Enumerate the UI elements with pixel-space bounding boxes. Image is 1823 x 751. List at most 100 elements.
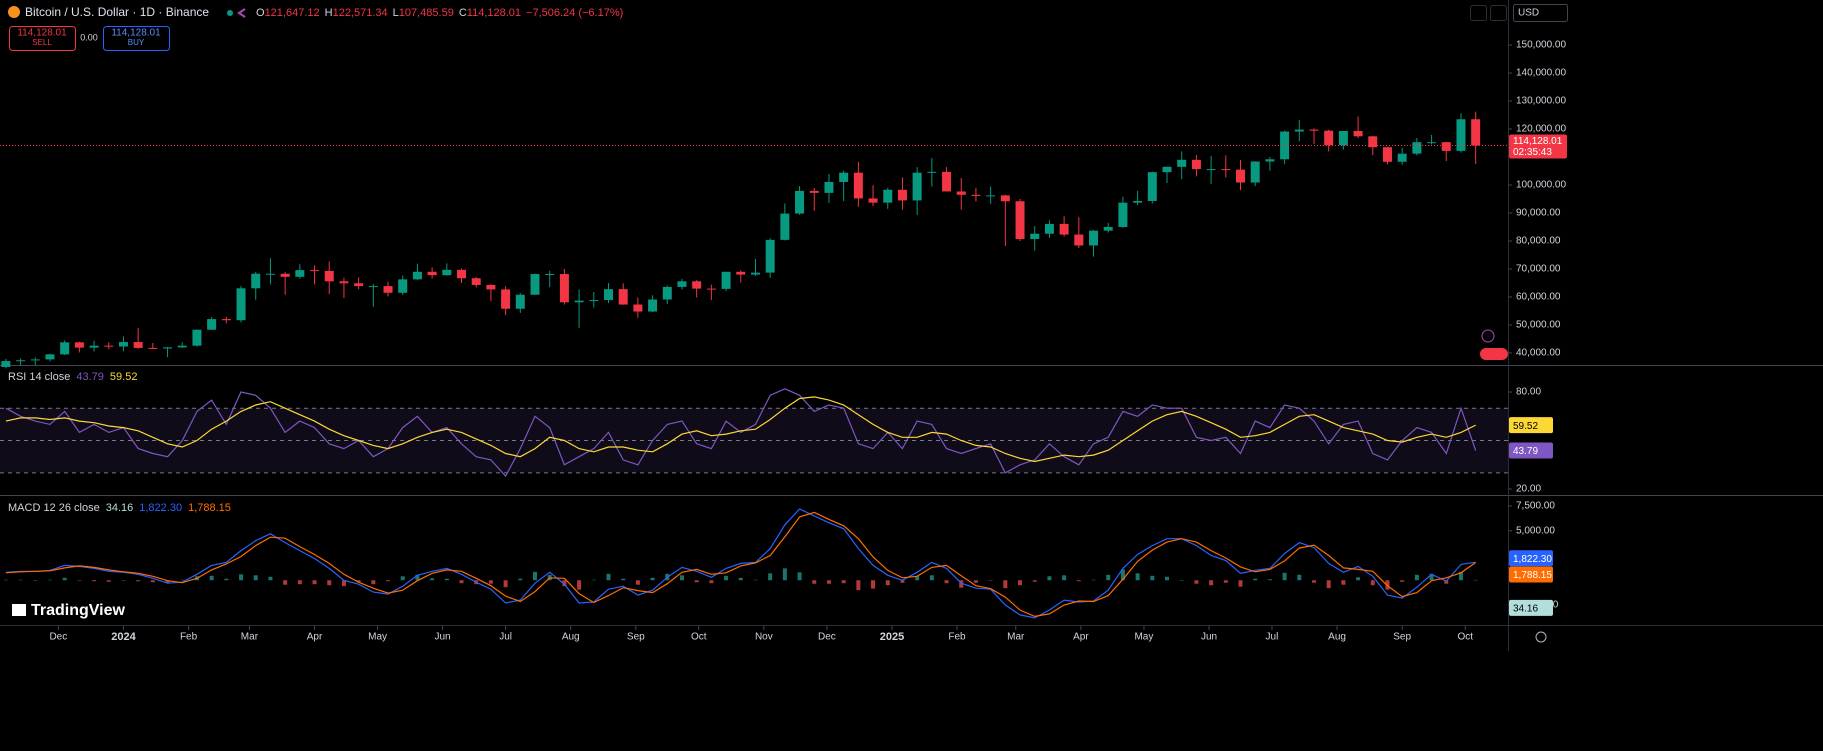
macd-histogram-bar [797,572,802,581]
price-tag [1509,566,1553,583]
macd-histogram-bar [1018,580,1023,586]
x-tick-label: Apr [307,632,323,643]
candle-body [868,198,878,203]
candle-body [515,294,525,309]
candle-body [897,189,907,201]
macd-histogram-bar [239,574,244,581]
candle-body [339,281,349,284]
candle-body [530,274,540,295]
candle-body [1177,159,1187,167]
macd-histogram-bar [841,580,846,584]
macd-histogram-bar [1341,580,1346,585]
macd-histogram-bar [268,576,273,581]
toolbar-button[interactable] [1470,5,1487,21]
share-icon[interactable] [237,8,246,18]
symbol-icon [8,6,20,18]
settings-icon[interactable] [1535,631,1547,643]
candle-body [677,281,687,287]
macd-histogram-bar [253,575,258,581]
macd-histogram-bar [1473,579,1478,581]
candle-body [412,271,422,280]
macd-histogram-bar [1209,580,1214,586]
macd-histogram-bar [518,578,523,581]
ohlc-readout-part: 121,647.12 [265,7,320,19]
event-icon[interactable] [1481,329,1495,343]
macd-histogram-bar [1076,580,1081,582]
macd-histogram-bar [1429,573,1434,581]
candle-body [824,181,834,193]
macd-histogram-bar [988,580,993,581]
candle-body [545,274,555,276]
macd-line [5,508,1476,619]
macd-histogram-bar [415,574,420,581]
macd-histogram-bar [856,580,861,591]
macd-histogram-bar [694,580,699,583]
y-tick-label: 80,000.00 [1516,236,1561,247]
currency-selector[interactable] [1513,4,1568,22]
price-tag-label: 1,788.15 [1513,570,1552,581]
candle-body [692,281,702,289]
macd-histogram-bar [459,580,464,584]
macd-histogram-bar [77,580,82,581]
macd-histogram-bar [1311,580,1316,583]
x-tick-label: Dec [49,632,67,643]
macd-histogram-bar [1165,576,1170,581]
macd-histogram-bar [1047,576,1052,581]
macd-histogram-bar [488,580,493,584]
candle-body [310,270,320,272]
candle-body [221,319,231,321]
indicator-legend-part: 59.52 [110,371,138,383]
last-price-tag [1509,134,1567,159]
price-tag [1509,550,1553,567]
macd-histogram-bar [327,580,332,586]
macd-histogram-bar [430,578,435,581]
candle-body [574,300,584,303]
buy-button[interactable] [103,26,170,51]
macd-histogram-bar [1400,580,1405,582]
candle-body [30,359,40,361]
sell-button[interactable] [9,26,76,51]
macd-histogram-bar [136,580,141,582]
macd-histogram-bar [1356,577,1361,581]
candle-body [883,189,893,203]
candle-body [368,286,378,288]
y-tick-label: 130,000.00 [1516,96,1566,107]
x-tick-label: Sep [627,632,645,643]
candle-body [1030,233,1040,240]
ohlc-readout-part: −7,506.24 (−6.17%) [526,7,623,19]
macd-histogram-bar [533,571,538,581]
spread: 0.00 [80,32,98,42]
x-tick-label: May [368,632,387,643]
candle-body [780,213,790,240]
candle-body [1441,142,1451,151]
y-tick-label: 90,000.00 [1516,208,1561,219]
candle-body [839,172,849,182]
candle-body [1147,172,1157,201]
y-tick-label: 5,000.00 [1516,525,1555,536]
candle-body [736,271,746,275]
macd-histogram-bar [180,579,185,581]
candle-body [1191,159,1201,170]
macd-histogram-bar [371,580,376,585]
candle-body [927,171,937,173]
candle-body [809,190,819,193]
macd-histogram-bar [1120,569,1125,581]
candle-body [354,283,364,287]
candle-body [750,272,760,275]
candle-body [1427,142,1437,144]
indicator-legend-part: MACD 12 26 close [8,502,100,514]
macd-histogram-bar [621,578,626,581]
candle-body [1324,130,1334,146]
macd-histogram-bar [18,579,23,581]
candle-body [1471,119,1481,146]
indicator-legend-part: 43.79 [76,371,104,383]
y-tick-label: 20.00 [1516,484,1541,495]
candle-body [265,273,275,275]
candle-body [721,271,731,289]
x-tick-label: Aug [1328,632,1346,643]
macd-histogram-bar [92,580,97,582]
event-icon[interactable] [1480,348,1508,360]
indicator-legend-part: 1,822.30 [139,502,182,514]
toolbar-button[interactable] [1490,5,1507,21]
